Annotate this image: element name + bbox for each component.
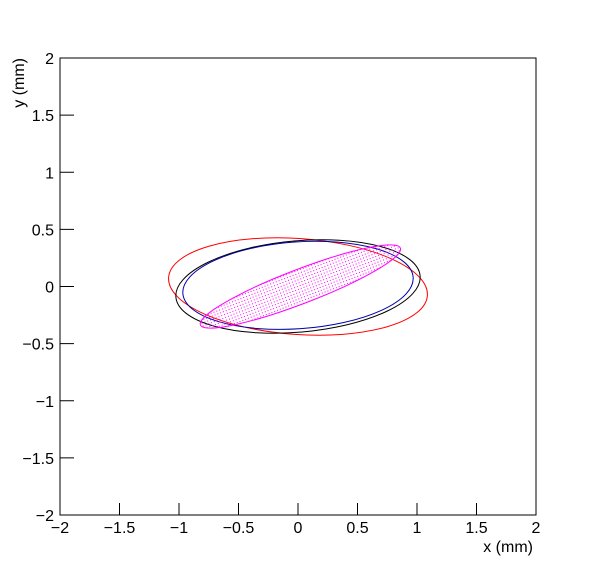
x-tick-label: 0.5 [346, 520, 368, 537]
y-tick-label: −1.5 [22, 451, 54, 468]
y-tick-label: 2 [45, 51, 54, 68]
x-tick-label: 0 [294, 520, 303, 537]
x-tick-label: −2 [51, 520, 69, 537]
x-tick-label: 2 [532, 520, 541, 537]
y-tick-label: −0.5 [22, 337, 54, 354]
y-axis-title: y (mm) [11, 58, 28, 108]
ellipse [182, 240, 414, 330]
x-axis-title: x (mm) [483, 539, 533, 556]
ellipse [199, 244, 402, 329]
ellipse [168, 237, 428, 336]
x-tick-label: −1.5 [104, 520, 136, 537]
y-tick-label: 1.5 [32, 108, 54, 125]
ellipse [175, 239, 421, 334]
y-tick-label: 0.5 [32, 222, 54, 239]
x-tick-label: −0.5 [223, 520, 255, 537]
y-tick-label: 0 [45, 280, 54, 297]
y-tick-label: 1 [45, 165, 54, 182]
x-tick-label: −1 [170, 520, 188, 537]
y-tick-label: −1 [36, 394, 54, 411]
x-tick-label: 1 [413, 520, 422, 537]
y-tick-label: −2 [36, 508, 54, 525]
x-tick-label: 1.5 [465, 520, 487, 537]
